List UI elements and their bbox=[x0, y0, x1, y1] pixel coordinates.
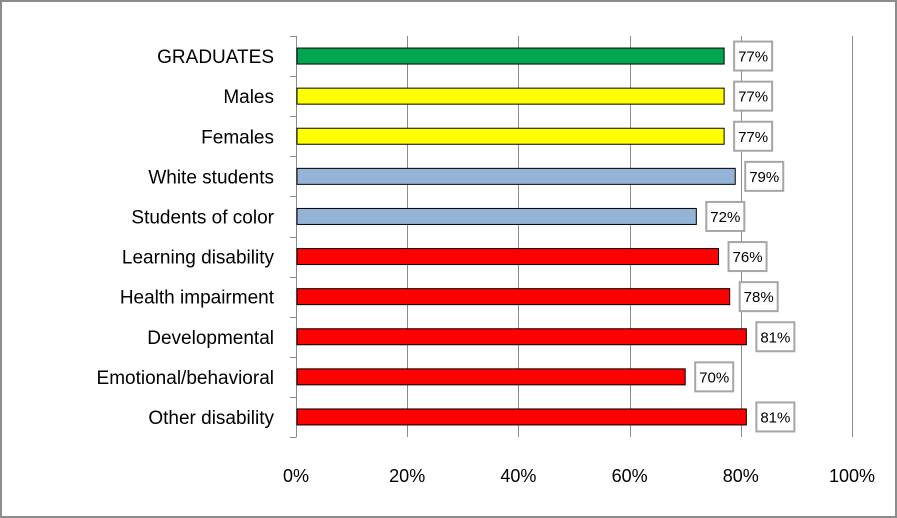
data-label: 72% bbox=[710, 209, 740, 226]
data-label-box bbox=[733, 80, 774, 112]
category-label: Students of color bbox=[131, 207, 274, 228]
bar bbox=[296, 47, 725, 65]
data-label-box bbox=[733, 120, 774, 152]
data-label: 77% bbox=[738, 129, 768, 146]
data-label-box bbox=[738, 281, 779, 313]
category-label: White students bbox=[148, 167, 274, 188]
x-tick-label: 60% bbox=[612, 466, 648, 486]
x-tick-label: 100% bbox=[829, 466, 875, 486]
data-label: 76% bbox=[733, 249, 763, 266]
x-tick-label: 20% bbox=[389, 466, 425, 486]
data-label: 79% bbox=[749, 169, 779, 186]
data-label: 70% bbox=[699, 369, 729, 386]
data-label: 81% bbox=[760, 409, 790, 426]
bar bbox=[296, 167, 736, 185]
category-label: Emotional/behavioral bbox=[97, 368, 274, 389]
bar bbox=[296, 328, 747, 346]
category-label: Females bbox=[201, 127, 274, 148]
bar bbox=[296, 127, 725, 145]
data-label-box bbox=[705, 200, 746, 232]
x-tick-label: 0% bbox=[283, 466, 309, 486]
bar bbox=[296, 248, 720, 266]
data-label-box bbox=[733, 40, 774, 72]
data-label-box bbox=[755, 321, 796, 353]
category-label: Males bbox=[223, 87, 274, 108]
data-label-box bbox=[694, 361, 735, 393]
data-label-box bbox=[744, 160, 785, 192]
x-tick-label: 40% bbox=[500, 466, 536, 486]
data-label-box bbox=[727, 241, 768, 273]
bar bbox=[296, 408, 747, 426]
bar bbox=[296, 288, 731, 306]
x-tick-label: 80% bbox=[723, 466, 759, 486]
data-label: 81% bbox=[760, 329, 790, 346]
data-label: 77% bbox=[738, 49, 768, 66]
category-label: GRADUATES bbox=[157, 47, 274, 68]
bar bbox=[296, 207, 697, 225]
category-label: Developmental bbox=[147, 328, 274, 349]
data-label: 78% bbox=[744, 289, 774, 306]
data-label-box bbox=[755, 401, 796, 433]
data-label: 77% bbox=[738, 89, 768, 106]
category-label: Health impairment bbox=[120, 288, 275, 309]
category-label: Other disability bbox=[148, 408, 274, 429]
bar bbox=[296, 87, 725, 105]
bar bbox=[296, 368, 686, 386]
category-label: Learning disability bbox=[122, 248, 275, 269]
